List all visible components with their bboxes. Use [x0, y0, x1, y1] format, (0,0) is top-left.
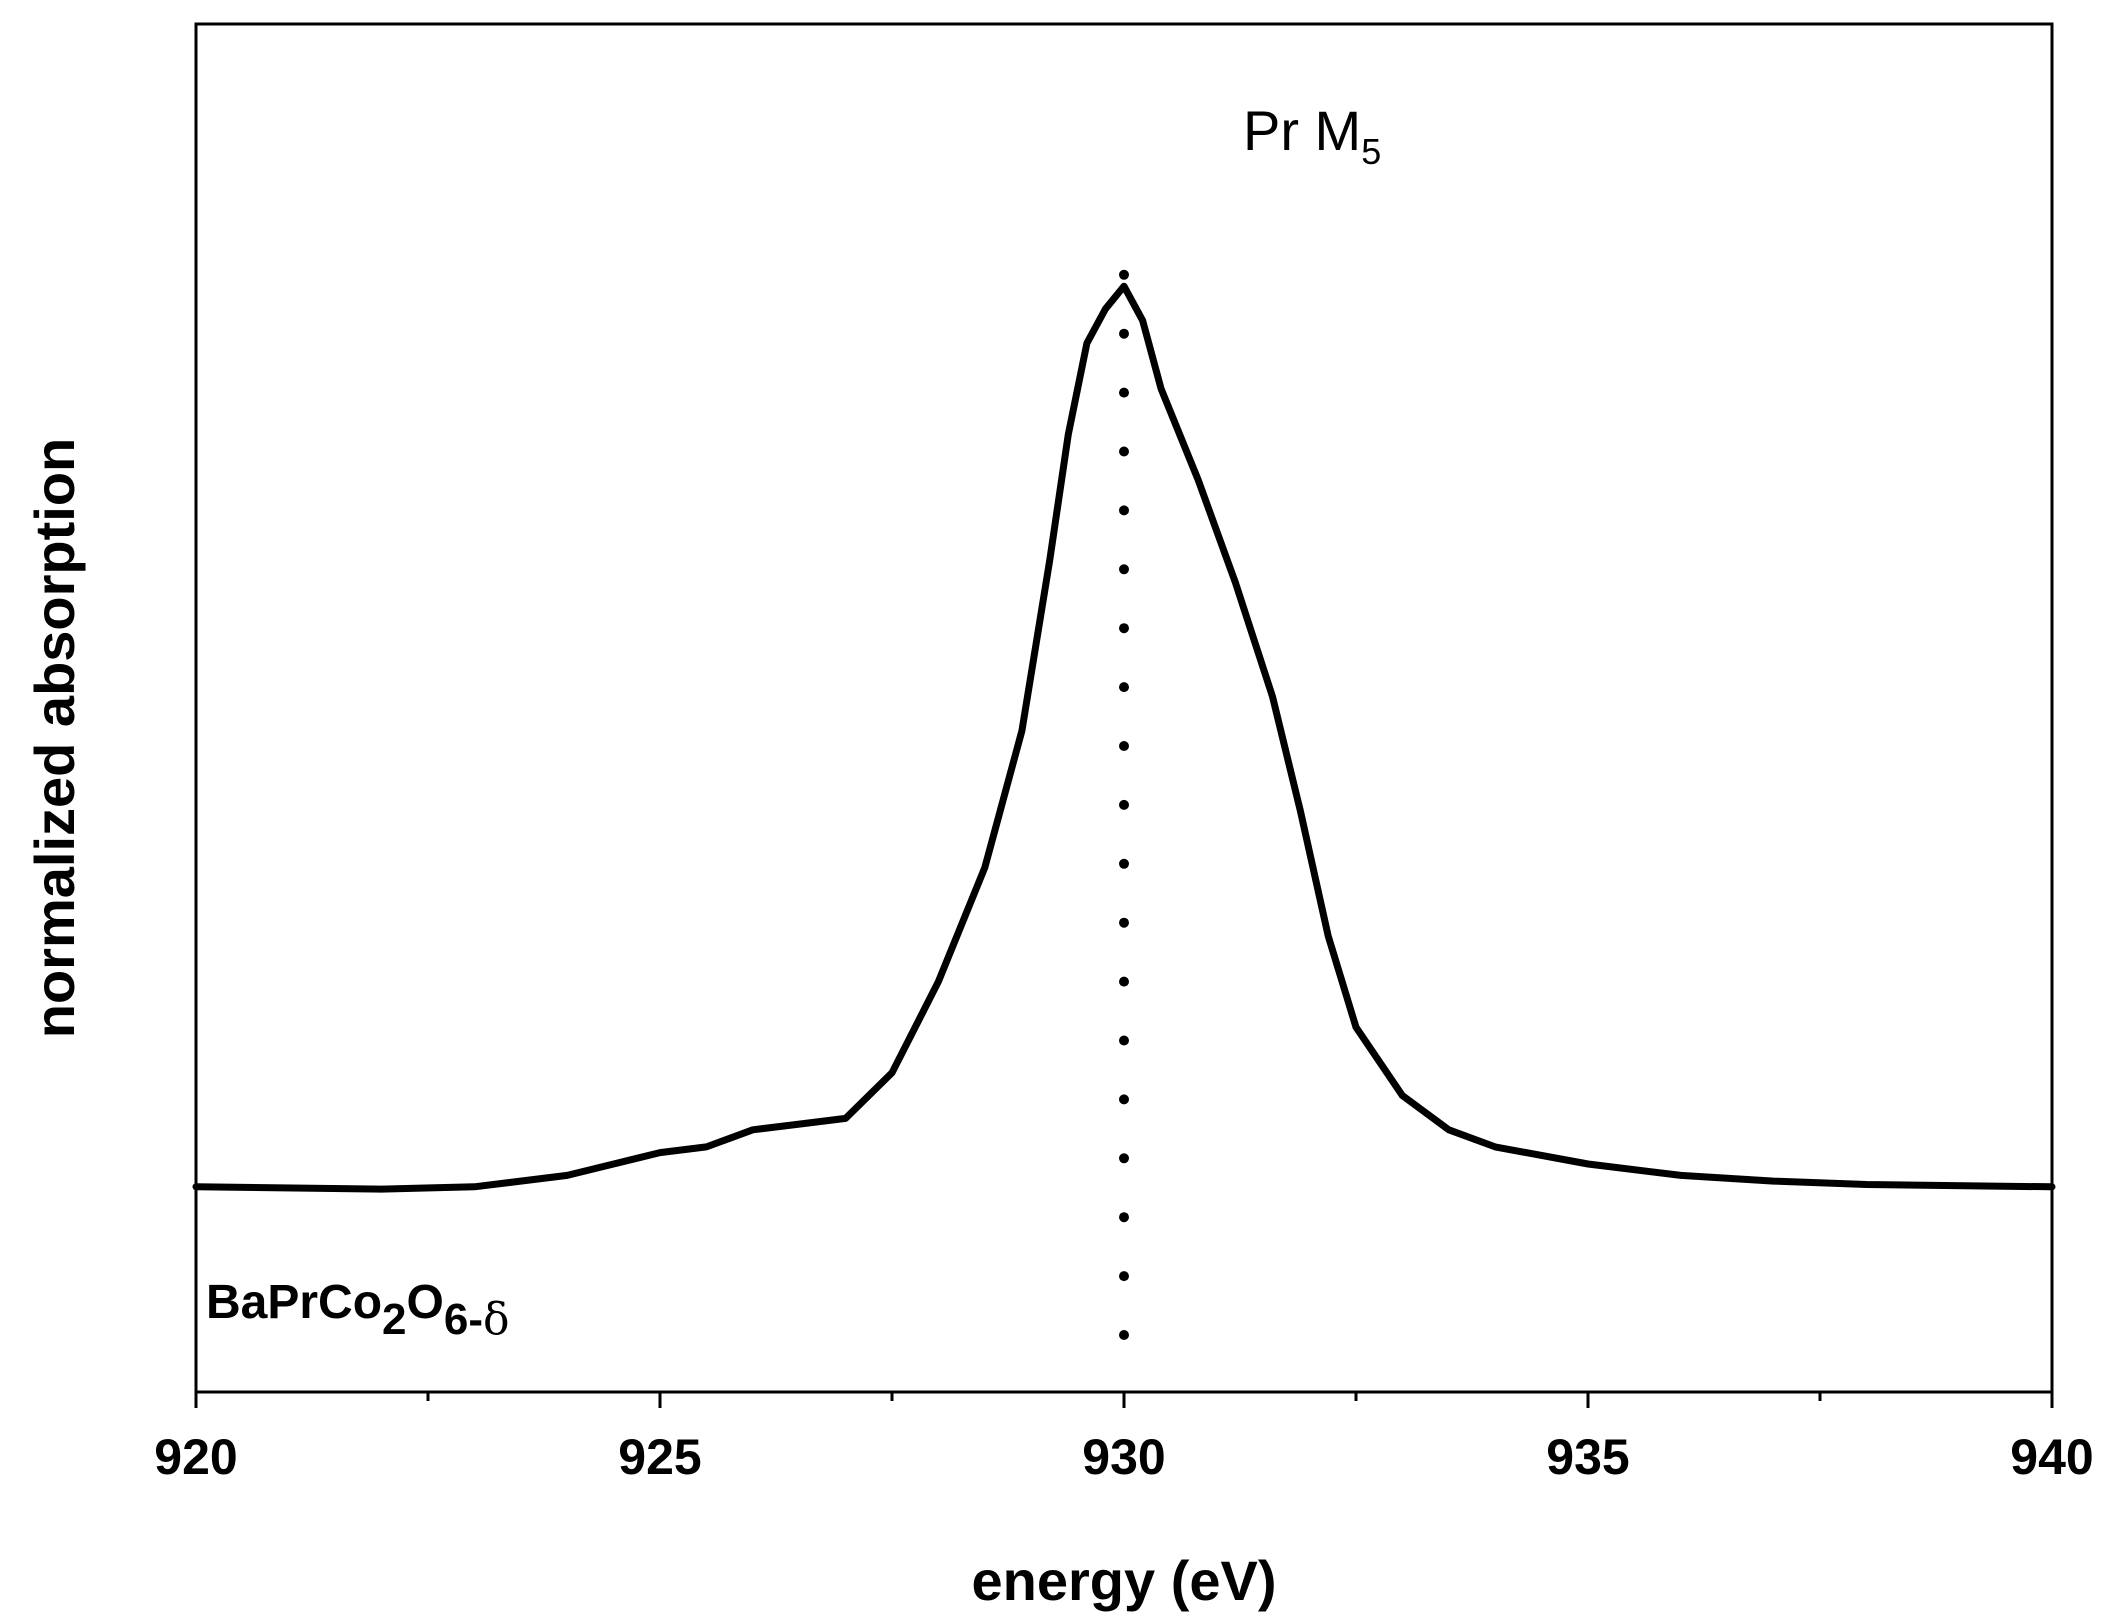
marker-dot — [1119, 1094, 1129, 1105]
marker-dot — [1119, 799, 1129, 810]
x-tick-label: 940 — [2010, 1429, 2093, 1485]
marker-dot — [1119, 269, 1129, 280]
marker-dot — [1119, 446, 1129, 457]
sample-label-subscript: 6- — [444, 1295, 483, 1344]
marker-dot — [1119, 1212, 1129, 1223]
marker-dot — [1119, 623, 1129, 634]
x-tick-label: 920 — [154, 1429, 237, 1485]
marker-dot — [1119, 1271, 1129, 1282]
peak-marker-dotted-line — [1119, 269, 1129, 1340]
series-line — [192, 282, 2056, 1193]
edge-annotation: Pr M5 — [1243, 99, 1381, 172]
marker-dot — [1119, 328, 1129, 339]
marker-dot — [1119, 741, 1129, 751]
sample-label-text: BaPrCo — [206, 1276, 382, 1329]
y-axis-title: normalized absorption — [23, 438, 86, 1039]
marker-dot — [1119, 917, 1129, 928]
x-minor-ticks — [426, 1392, 1822, 1401]
edge-annotation-base: Pr M — [1243, 99, 1361, 162]
x-tick-label: 930 — [1082, 1429, 1165, 1485]
marker-dot — [1119, 505, 1129, 516]
marker-dot — [1119, 1330, 1129, 1340]
marker-dot — [1119, 1153, 1129, 1164]
sample-label-text: O — [407, 1276, 444, 1329]
x-major-ticks — [194, 1392, 2054, 1408]
marker-dot — [1119, 858, 1129, 869]
marker-dot — [1119, 976, 1129, 987]
marker-dot — [1119, 682, 1129, 693]
x-tick-labels: 920 925 930 935 940 — [154, 1429, 2093, 1485]
marker-dot — [1119, 564, 1129, 575]
sample-label: BaPrCo2O6-δ — [206, 1276, 510, 1345]
edge-annotation-subscript: 5 — [1361, 131, 1381, 172]
sample-label-subscript: 2 — [382, 1295, 406, 1344]
x-tick-label: 925 — [618, 1429, 701, 1485]
marker-dot — [1119, 1035, 1129, 1046]
marker-dot — [1119, 387, 1129, 398]
sample-label-delta: δ — [483, 1294, 510, 1345]
x-axis-title: energy (eV) — [972, 1549, 1277, 1612]
x-tick-label: 935 — [1546, 1429, 1629, 1485]
